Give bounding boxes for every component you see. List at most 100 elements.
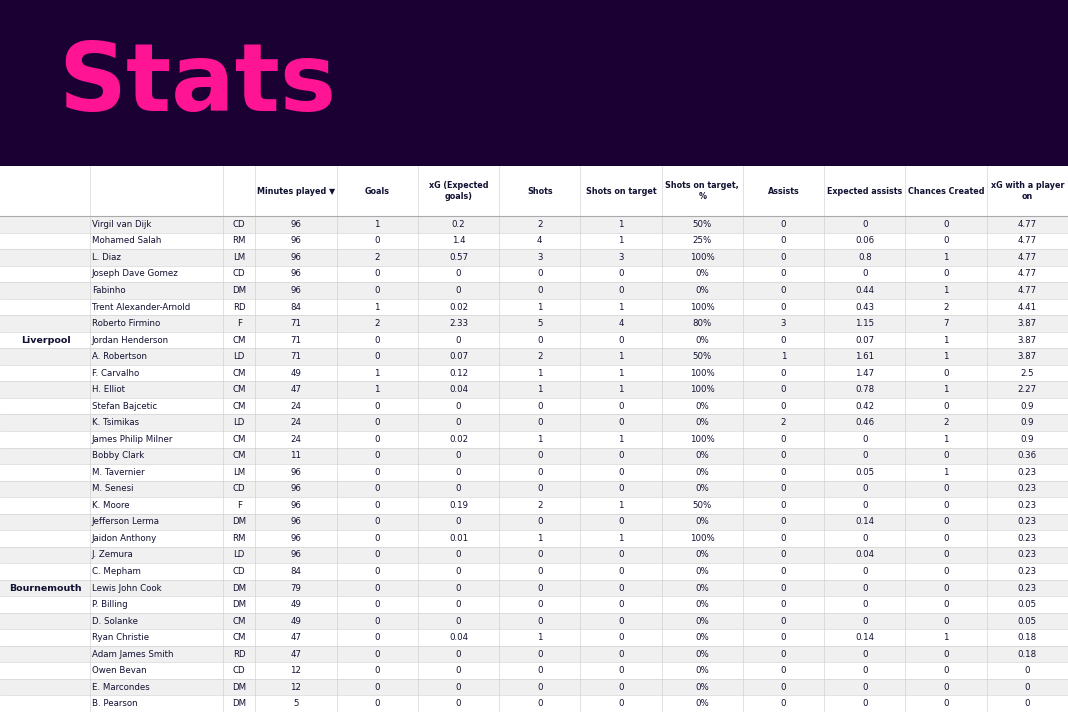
Text: 4.77: 4.77	[1018, 253, 1037, 262]
Text: 0.2: 0.2	[452, 220, 466, 229]
Text: 0: 0	[618, 633, 624, 642]
Text: 1.4: 1.4	[452, 236, 466, 246]
Text: CD: CD	[233, 220, 246, 229]
Text: 0: 0	[943, 269, 948, 278]
Text: 0: 0	[943, 220, 948, 229]
Text: Shots on target: Shots on target	[585, 187, 657, 196]
Text: 0: 0	[375, 567, 380, 576]
Text: 4.77: 4.77	[1018, 286, 1037, 295]
Text: Lewis John Cook: Lewis John Cook	[92, 584, 161, 592]
Text: Fabinho: Fabinho	[92, 286, 125, 295]
Text: 0%: 0%	[695, 468, 709, 477]
Text: 0: 0	[781, 402, 786, 411]
Text: 0: 0	[375, 518, 380, 526]
Text: 0: 0	[943, 236, 948, 246]
Text: 0: 0	[943, 617, 948, 626]
Text: 0.18: 0.18	[1018, 633, 1037, 642]
Text: 0: 0	[618, 699, 624, 708]
Text: 0%: 0%	[695, 600, 709, 609]
Text: 0: 0	[781, 484, 786, 493]
Text: 2: 2	[781, 418, 786, 427]
Text: 1: 1	[618, 236, 624, 246]
Bar	[0, 662, 1068, 679]
Text: 0.05: 0.05	[855, 468, 875, 477]
Bar	[0, 448, 1068, 464]
Text: F: F	[237, 501, 241, 510]
Text: Shots: Shots	[527, 187, 552, 196]
Text: 0: 0	[456, 699, 461, 708]
Text: 0: 0	[943, 600, 948, 609]
Text: 0: 0	[375, 550, 380, 560]
Text: 0.78: 0.78	[855, 385, 875, 394]
Text: 0: 0	[781, 468, 786, 477]
Bar	[0, 166, 1068, 216]
Text: CM: CM	[233, 369, 246, 377]
Text: 0: 0	[537, 286, 543, 295]
Text: Expected assists: Expected assists	[828, 187, 902, 196]
Text: 0.14: 0.14	[855, 518, 875, 526]
Text: 0: 0	[943, 501, 948, 510]
Bar	[0, 398, 1068, 414]
Text: CM: CM	[233, 451, 246, 460]
Text: 0: 0	[537, 550, 543, 560]
Text: DM: DM	[232, 584, 247, 592]
Text: 1: 1	[618, 369, 624, 377]
Text: 0: 0	[618, 666, 624, 675]
Text: 0: 0	[456, 484, 461, 493]
Bar	[0, 315, 1068, 332]
Text: 0: 0	[375, 402, 380, 411]
Text: 0.46: 0.46	[855, 418, 875, 427]
Text: 1: 1	[375, 303, 380, 312]
Text: 96: 96	[290, 468, 301, 477]
Text: 0: 0	[781, 269, 786, 278]
Text: 0.02: 0.02	[449, 303, 468, 312]
Text: 0: 0	[456, 584, 461, 592]
Text: 0: 0	[781, 335, 786, 345]
Text: 0: 0	[862, 617, 867, 626]
Text: 0: 0	[781, 666, 786, 675]
Text: 0: 0	[375, 335, 380, 345]
Text: 2: 2	[943, 303, 948, 312]
Text: 0: 0	[618, 451, 624, 460]
Text: Assists: Assists	[768, 187, 800, 196]
Text: 0.07: 0.07	[855, 335, 875, 345]
Text: 0%: 0%	[695, 584, 709, 592]
Text: 0: 0	[375, 418, 380, 427]
Text: 0: 0	[943, 699, 948, 708]
Text: 0.8: 0.8	[858, 253, 871, 262]
Text: 0: 0	[781, 534, 786, 543]
Text: 1.47: 1.47	[855, 369, 875, 377]
Text: 1: 1	[618, 435, 624, 444]
Text: 0: 0	[862, 534, 867, 543]
Text: 0: 0	[456, 600, 461, 609]
Text: 0: 0	[781, 518, 786, 526]
Text: 0: 0	[537, 269, 543, 278]
Text: 0: 0	[943, 567, 948, 576]
Text: 0: 0	[943, 369, 948, 377]
Text: 0: 0	[862, 699, 867, 708]
Text: 4.77: 4.77	[1018, 269, 1037, 278]
Text: 0: 0	[375, 451, 380, 460]
Text: 100%: 100%	[690, 385, 714, 394]
Text: RD: RD	[233, 303, 246, 312]
Text: 0%: 0%	[695, 567, 709, 576]
Text: 0: 0	[781, 633, 786, 642]
Text: 0.02: 0.02	[449, 435, 468, 444]
Bar	[0, 547, 1068, 563]
Bar	[0, 481, 1068, 497]
Bar	[0, 365, 1068, 382]
Text: 47: 47	[290, 649, 301, 659]
Text: Goals: Goals	[364, 187, 390, 196]
Text: 0: 0	[375, 286, 380, 295]
Text: 0: 0	[375, 617, 380, 626]
Text: 3: 3	[537, 253, 543, 262]
Text: H. Elliot: H. Elliot	[92, 385, 125, 394]
Text: 0: 0	[537, 699, 543, 708]
Text: 0.23: 0.23	[1018, 484, 1037, 493]
Text: 0: 0	[781, 253, 786, 262]
Text: CD: CD	[233, 567, 246, 576]
Text: Bobby Clark: Bobby Clark	[92, 451, 144, 460]
Text: 0: 0	[375, 666, 380, 675]
Text: CD: CD	[233, 666, 246, 675]
Text: M. Tavernier: M. Tavernier	[92, 468, 144, 477]
